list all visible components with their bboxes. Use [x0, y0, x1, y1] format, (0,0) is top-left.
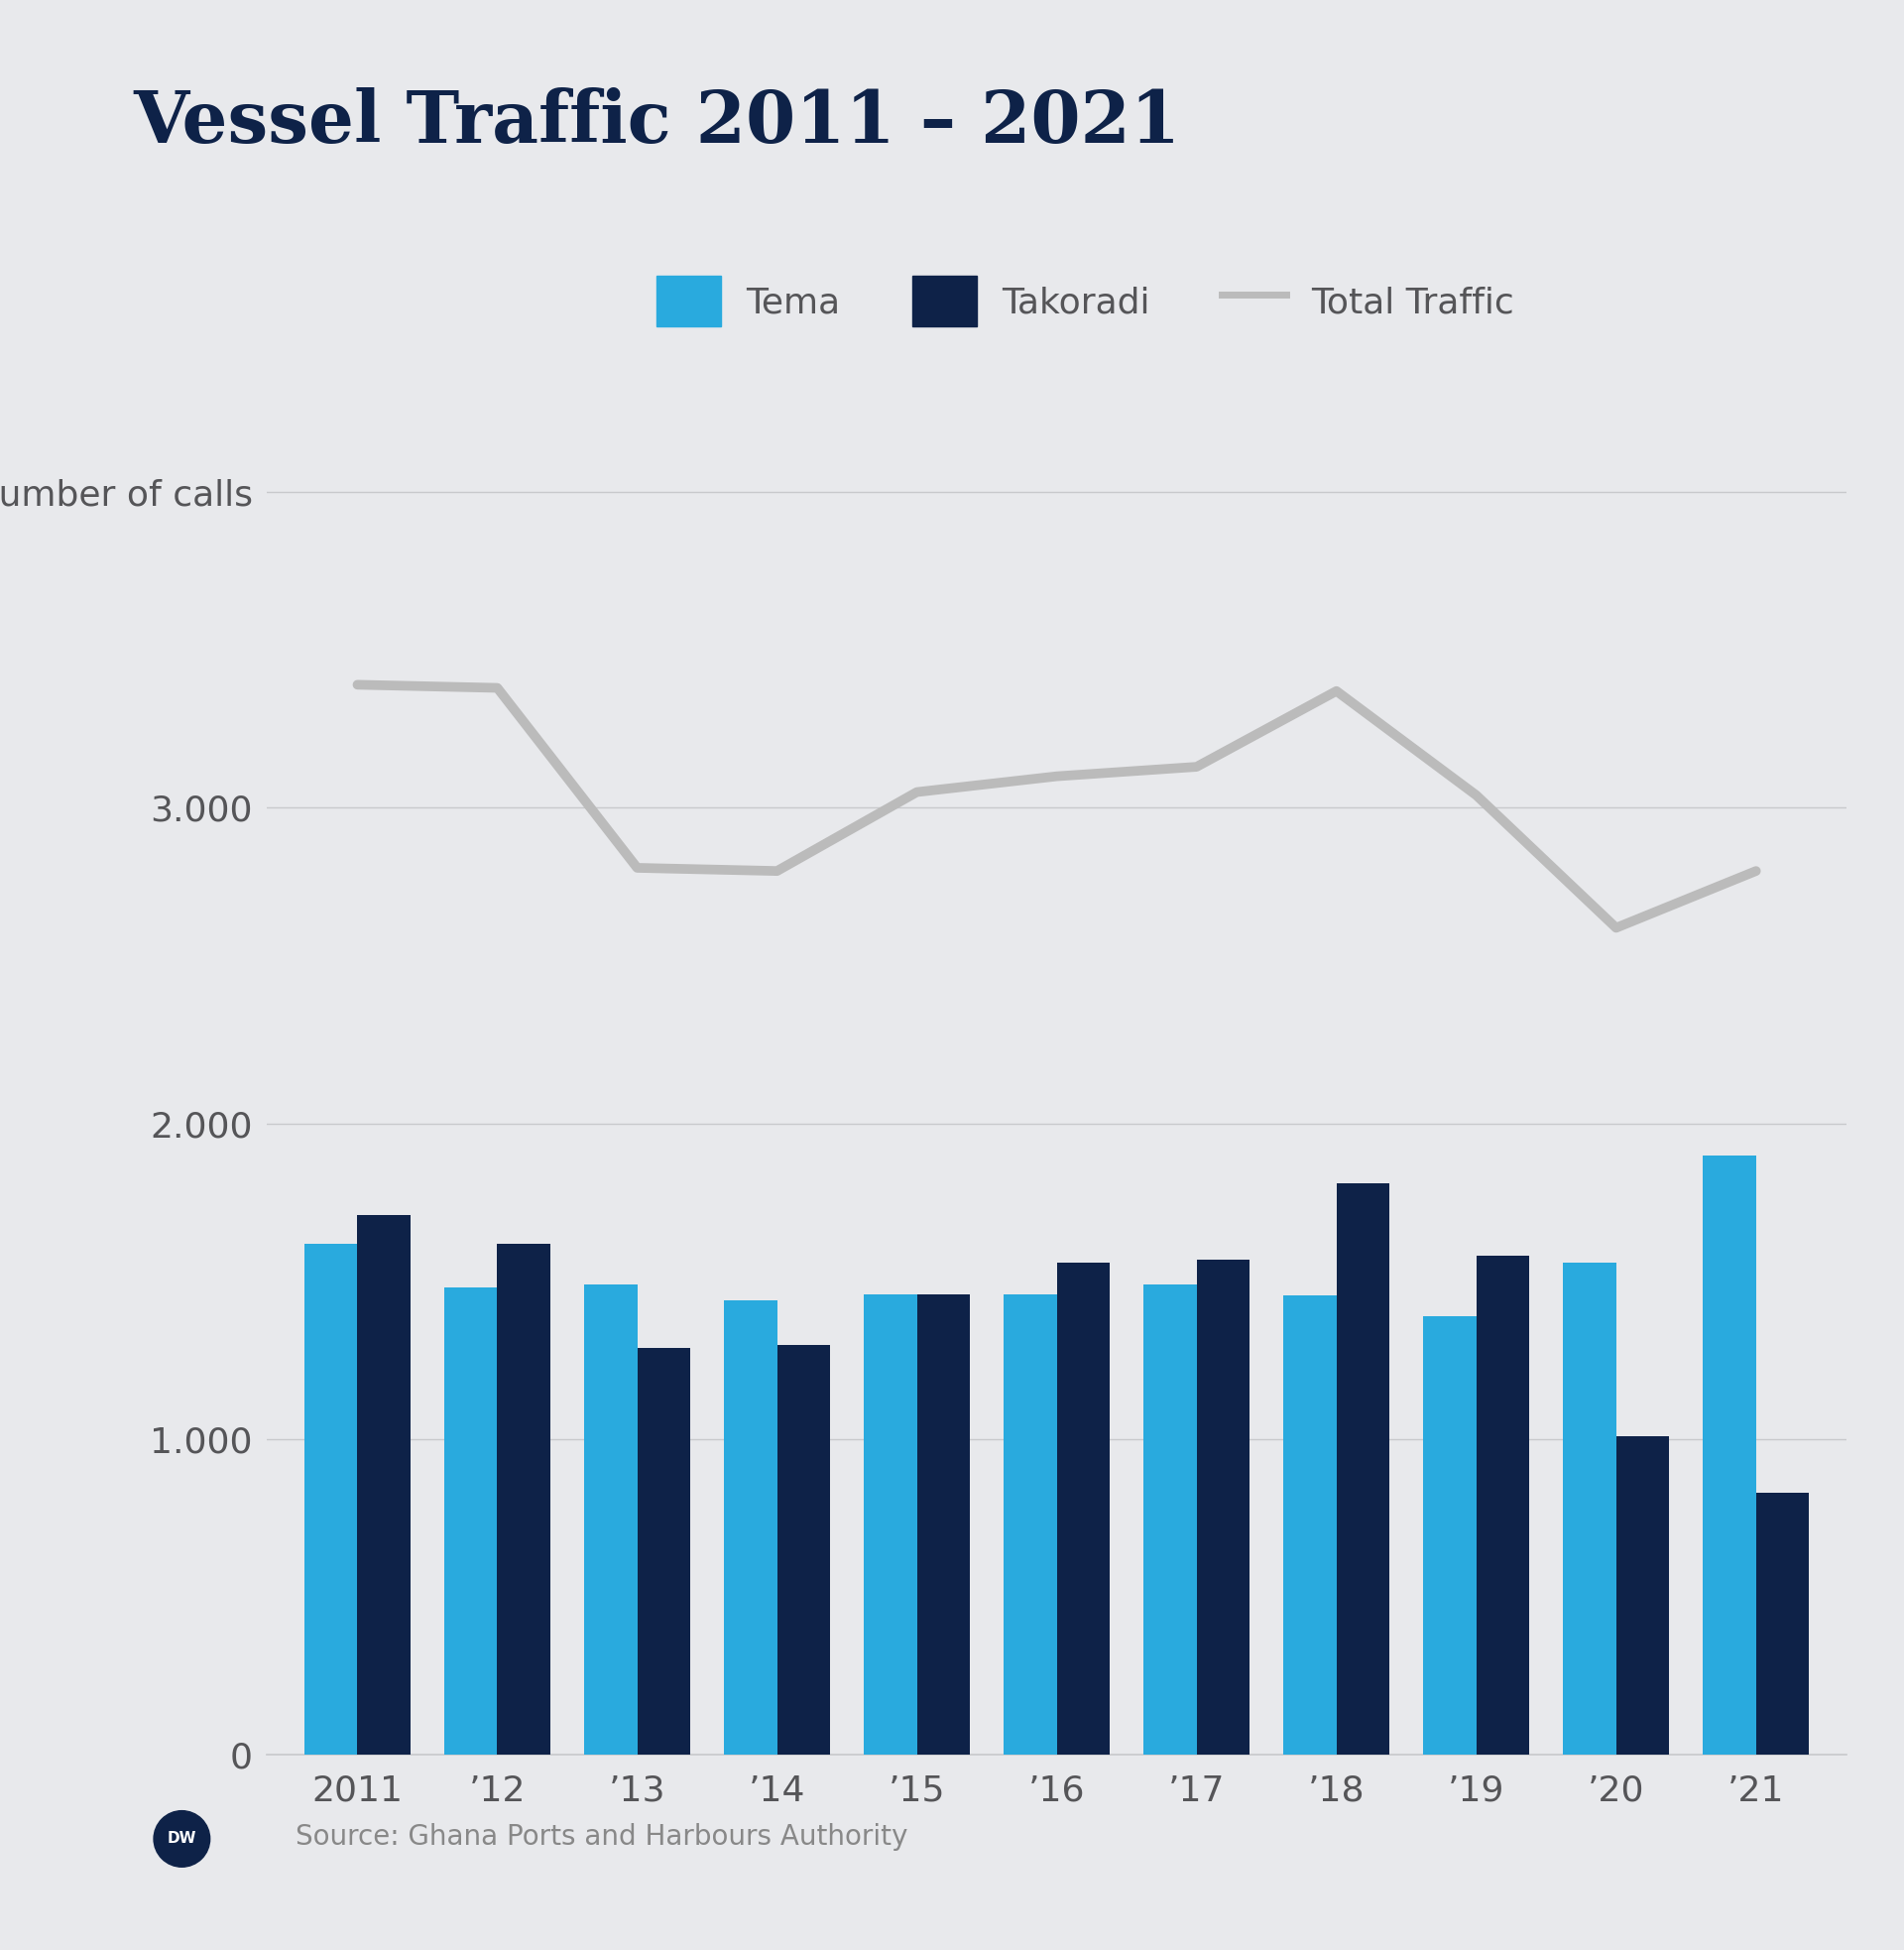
Bar: [918, 1295, 969, 1755]
Circle shape: [154, 1812, 209, 1866]
Bar: [1755, 1494, 1809, 1755]
Bar: [1563, 1262, 1616, 1755]
Text: Vessel Traffic 2011 – 2021: Vessel Traffic 2011 – 2021: [133, 88, 1180, 158]
Bar: [864, 1295, 918, 1755]
Bar: [1337, 1184, 1390, 1755]
Legend: Tema, Takoradi, Total Traffic: Tema, Takoradi, Total Traffic: [642, 261, 1529, 341]
Bar: [638, 1347, 691, 1755]
Text: Source: Ghana Ports and Harbours Authority: Source: Ghana Ports and Harbours Authori…: [295, 1823, 908, 1851]
Bar: [1283, 1295, 1337, 1755]
Text: DW: DW: [168, 1831, 196, 1847]
Bar: [305, 1244, 358, 1755]
Bar: [1057, 1262, 1110, 1755]
Bar: [1702, 1154, 1755, 1755]
Bar: [1422, 1316, 1476, 1755]
Bar: [497, 1244, 550, 1755]
Bar: [1196, 1260, 1249, 1755]
Bar: [1616, 1435, 1670, 1755]
Bar: [777, 1346, 830, 1755]
Bar: [585, 1285, 638, 1755]
Bar: [1144, 1285, 1196, 1755]
Bar: [1476, 1256, 1529, 1755]
Bar: [1003, 1295, 1057, 1755]
Bar: [444, 1287, 497, 1755]
Bar: [358, 1215, 411, 1755]
Bar: [724, 1301, 777, 1755]
